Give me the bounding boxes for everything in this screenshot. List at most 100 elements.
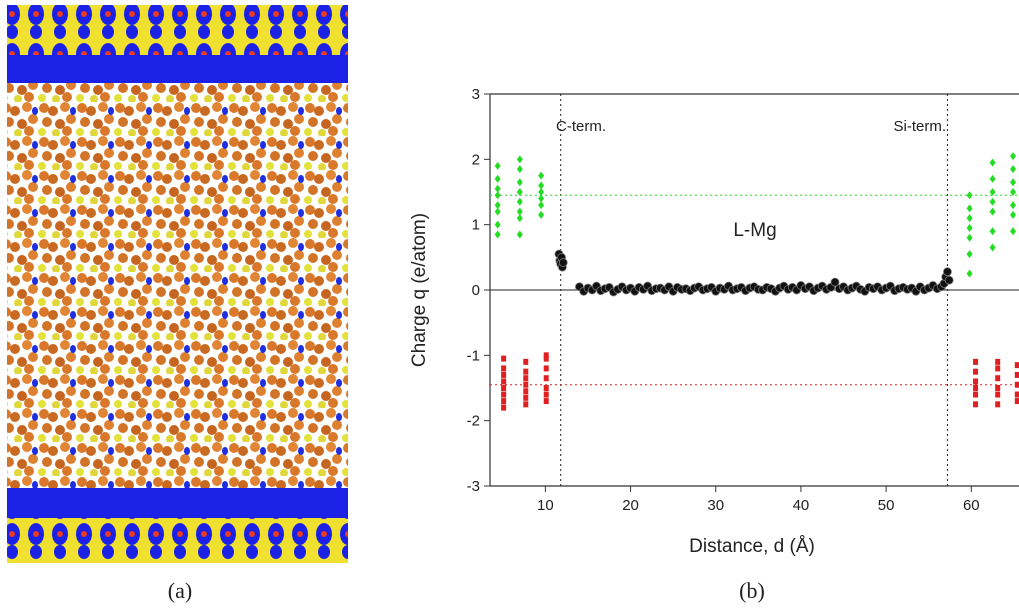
panel-label: (a) [168,578,192,603]
point [1010,188,1017,196]
point [944,275,954,285]
y-tick-label: -1 [467,347,480,364]
point [1010,165,1017,174]
point [830,277,840,287]
point [516,230,523,239]
annotation: C-term. [556,118,606,135]
point [1010,178,1017,187]
point [966,214,973,223]
point [494,174,501,183]
point [494,184,501,193]
y-tick-label: 0 [472,282,480,299]
point [989,197,996,206]
y-tick-label: 1 [472,217,480,234]
y-tick-label: 3 [472,86,480,103]
point [494,201,501,210]
point [523,401,529,408]
point [995,391,1001,398]
point [995,375,1001,382]
point [516,188,523,196]
point [501,378,507,385]
point [501,385,507,391]
point [989,243,996,252]
point [943,267,952,277]
point [494,191,501,200]
point [973,385,979,391]
point [995,358,1001,365]
point [995,385,1001,391]
point [494,230,501,239]
point [538,194,545,203]
point [989,174,996,183]
point [516,165,523,174]
point [1010,152,1017,161]
point [1014,381,1019,388]
y-tick-label: 2 [472,151,480,168]
point [973,358,979,365]
point [973,391,979,398]
point [543,352,549,359]
point [543,398,549,405]
point [501,371,507,378]
point [1014,391,1019,398]
point [494,220,501,229]
x-tick-label: 30 [707,497,724,514]
point [523,381,529,388]
point [538,188,545,196]
plot-area: -3 -2 -1 0 1 2 3 10 20 30 40 50 60 [467,86,1019,514]
annotation: L-Mg [733,220,776,241]
point [995,365,1001,372]
point [516,178,523,187]
point [538,210,545,219]
point [494,207,501,216]
y-tick-label: -3 [467,478,480,495]
point [973,368,979,375]
point [516,207,523,216]
point [966,223,973,232]
point [516,197,523,206]
point [966,191,973,200]
point [558,258,568,267]
panel-label: (b) [739,578,765,603]
point [538,181,545,190]
point [538,201,545,210]
point [523,375,529,382]
point [973,401,979,408]
point [1014,371,1019,378]
point [523,358,529,365]
point [543,391,549,398]
point [501,391,507,398]
point [543,385,549,391]
point [538,171,545,180]
point [501,398,507,405]
point [523,394,529,401]
point [1010,227,1017,236]
point [966,204,973,213]
y-axis-label: Charge q (e/atom) [409,213,430,367]
x-tick-label: 20 [622,497,639,514]
point [501,355,507,362]
x-tick-label: 50 [878,497,895,514]
point [1014,398,1019,405]
point [494,161,501,170]
point [1010,210,1017,219]
point [501,404,507,411]
point [966,269,973,278]
point [1010,201,1017,210]
point [543,365,549,372]
point [543,375,549,382]
point [523,368,529,375]
point [523,388,529,395]
annotation: Si-term. [894,118,947,135]
point [966,250,973,259]
x-tick-label: 40 [793,497,810,514]
point [989,188,996,196]
point [995,401,1001,408]
point [989,207,996,216]
point [516,214,523,223]
point [966,233,973,242]
x-axis-label: Distance, d (Å) [689,536,815,557]
point [501,365,507,372]
x-tick-label: 10 [537,497,554,514]
